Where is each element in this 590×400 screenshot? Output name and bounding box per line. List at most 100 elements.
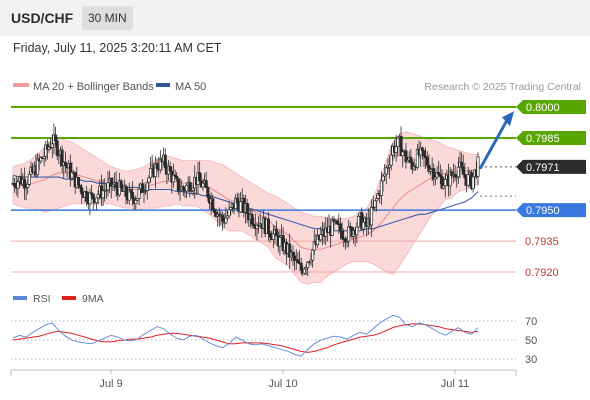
- candle: [296, 252, 300, 264]
- candle-body: [371, 206, 375, 209]
- candle: [111, 176, 115, 192]
- candle: [119, 178, 123, 191]
- candle-body: [178, 189, 182, 192]
- candle: [401, 148, 405, 168]
- candle: [340, 222, 344, 241]
- x-tick-label: Jul 9: [99, 378, 122, 390]
- candle: [255, 222, 259, 241]
- candle-body: [401, 151, 405, 157]
- candle: [63, 151, 67, 173]
- candle: [44, 140, 48, 162]
- candle: [227, 201, 231, 219]
- candle: [360, 207, 364, 231]
- candle: [168, 161, 172, 173]
- candle-body: [124, 185, 128, 197]
- candle-body: [406, 159, 410, 163]
- ma50-legend-swatch: [156, 83, 170, 87]
- candle-body: [168, 166, 172, 172]
- candle-body: [361, 221, 365, 230]
- candle: [455, 173, 459, 188]
- rsi-tick-30: 30: [525, 354, 537, 366]
- candle-body: [68, 163, 72, 179]
- candle: [24, 182, 28, 200]
- candle: [50, 134, 54, 159]
- candle: [311, 249, 315, 268]
- candle-body: [296, 259, 300, 264]
- candle: [466, 166, 470, 188]
- candle: [422, 149, 426, 168]
- ma20-legend-label: MA 20 + Bollinger Bands: [33, 81, 154, 93]
- ma9-line: [12, 323, 479, 353]
- candle: [376, 189, 380, 201]
- candle-body: [221, 214, 225, 222]
- candle-body: [422, 150, 426, 157]
- candle-body: [443, 179, 447, 187]
- candle-body: [127, 189, 131, 201]
- candle: [347, 219, 351, 248]
- candle-body: [432, 168, 436, 180]
- candle-body: [456, 166, 460, 178]
- candle: [70, 161, 74, 182]
- candle: [388, 155, 392, 179]
- datetime-label: Friday, July 11, 2025 3:20:11 AM CET: [13, 41, 222, 55]
- candle-body: [335, 220, 339, 225]
- candle-body: [27, 173, 31, 185]
- candle-body: [384, 167, 388, 175]
- candle-body: [245, 203, 249, 214]
- candle: [384, 165, 388, 185]
- candle: [135, 198, 139, 202]
- candle-body: [137, 188, 141, 199]
- candle: [371, 195, 375, 210]
- candle: [278, 230, 282, 256]
- candle: [383, 164, 387, 182]
- x-axis-ticks: Jul 9 Jul 10 Jul 11: [99, 370, 469, 390]
- candle: [394, 135, 398, 162]
- candle-body: [370, 206, 374, 226]
- candle-body: [307, 261, 311, 264]
- candle: [425, 151, 429, 168]
- candle: [396, 137, 400, 157]
- candle-body: [135, 198, 139, 201]
- candle: [293, 252, 297, 271]
- rsi-legend-swatch: [13, 296, 27, 300]
- candle: [124, 183, 128, 205]
- candle-body: [189, 190, 194, 192]
- candle-body: [224, 217, 228, 224]
- candle: [250, 208, 254, 229]
- candle: [440, 169, 444, 190]
- candle: [432, 163, 436, 186]
- candle: [42, 147, 46, 167]
- candle: [442, 177, 446, 190]
- candle-body: [319, 234, 323, 241]
- candle: [374, 194, 379, 212]
- candle-body: [227, 209, 231, 217]
- candle-body: [330, 219, 334, 236]
- candle-body: [343, 238, 347, 243]
- candle: [181, 184, 185, 197]
- candle-body: [239, 201, 243, 213]
- rsi-legend-label: RSI: [33, 293, 51, 305]
- candle-body: [39, 157, 43, 162]
- level-tag-0.7950: [516, 203, 586, 218]
- candle-body: [461, 166, 465, 175]
- candle-body: [119, 180, 123, 188]
- candle-body: [36, 158, 40, 176]
- candle-body: [101, 190, 105, 199]
- candle-body: [111, 184, 115, 187]
- level-label-0.8000: 0.8000: [526, 102, 560, 114]
- candle-body: [181, 186, 185, 191]
- candle: [36, 153, 40, 178]
- candle-body: [235, 197, 239, 204]
- candle: [88, 188, 92, 216]
- candle-body: [198, 172, 202, 182]
- level-label-0.7920: 0.7920: [525, 267, 559, 279]
- candle: [361, 214, 365, 235]
- candle-body: [140, 183, 144, 193]
- candles-layer: [11, 123, 480, 277]
- candle: [201, 178, 205, 191]
- candle-body: [153, 163, 157, 178]
- candle-body: [158, 158, 162, 171]
- candle-body: [381, 175, 385, 182]
- timeframe-button[interactable]: 30 MIN: [82, 6, 133, 30]
- candle: [148, 156, 153, 183]
